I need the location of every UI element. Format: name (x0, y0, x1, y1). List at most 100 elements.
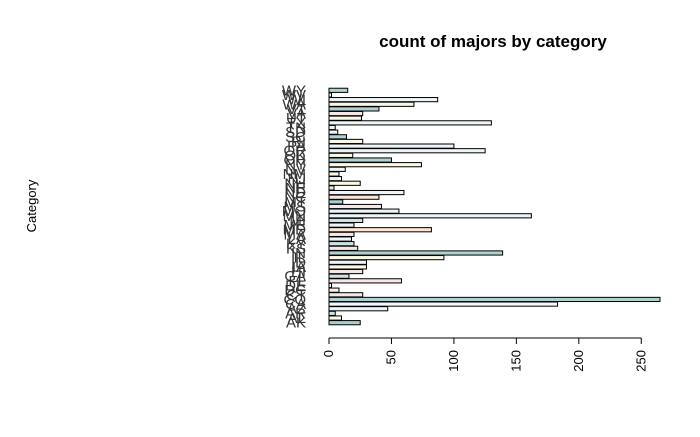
x-axis: 0 50 100 150 200 250 (321, 337, 648, 372)
bar-NC (328, 194, 380, 200)
bar-KS (328, 245, 359, 251)
bar-SD (328, 129, 339, 135)
category-label-AR: AR (285, 305, 306, 322)
x-tick-label: 0 (321, 350, 336, 357)
bar-NJ (328, 176, 342, 182)
bar-NV (328, 166, 346, 172)
bar-ID (328, 259, 367, 265)
bar-WV (328, 92, 332, 98)
bar-OH (328, 157, 392, 163)
category-label-NM: NM (283, 166, 306, 183)
category-label-MD: MD (283, 222, 306, 239)
category-label-SC: SC (285, 129, 306, 146)
bar-CA (328, 301, 559, 307)
category-label-VT: VT (287, 101, 306, 118)
bar-VA (328, 110, 364, 117)
category-label-ME: ME (284, 217, 307, 234)
bar-NE (328, 185, 335, 191)
bar-SC (328, 134, 347, 140)
bar-FL (328, 278, 402, 284)
bar-HI (328, 268, 364, 275)
bar-MN (328, 213, 532, 219)
bar-KY (328, 241, 355, 247)
category-label-HI: HI (291, 264, 306, 281)
x-tick-label: 200 (571, 350, 586, 372)
bar-TN (328, 124, 336, 131)
bar-CT (328, 292, 364, 298)
category-label-OR: OR (284, 143, 307, 160)
bar-OR (328, 148, 486, 154)
category-label-IL: IL (293, 250, 306, 267)
category-label-NE: NE (285, 180, 306, 197)
category-label-IN: IN (291, 245, 306, 262)
bar-MO (328, 208, 400, 214)
category-label-NY: NY (285, 157, 306, 174)
bar-GA (328, 273, 350, 279)
category-label-WI: WI (288, 92, 306, 109)
category-label-ID: ID (291, 254, 306, 271)
category-label-KS: KS (286, 240, 306, 257)
category-label-MT: MT (284, 194, 306, 211)
category-label-GA: GA (284, 268, 306, 285)
bar-PA (328, 143, 455, 149)
category-label-KY: KY (286, 236, 306, 253)
category-label-VA: VA (287, 106, 306, 123)
bars-group (328, 87, 661, 326)
category-label-WY: WY (282, 82, 306, 99)
category-label-MO: MO (282, 203, 306, 220)
category-label-SD: SD (285, 124, 306, 141)
category-label-AL: AL (288, 310, 306, 327)
bar-MI (328, 217, 364, 224)
bar-IN (328, 250, 504, 256)
category-label-CA: CA (285, 296, 306, 313)
bar-AR (328, 310, 336, 316)
bar-DC (328, 287, 340, 293)
x-tick-label: 50 (383, 350, 398, 364)
bar-TX (328, 120, 492, 126)
bar-AK (328, 320, 361, 326)
category-label-OK: OK (284, 147, 306, 164)
chart-title: count of majors by category (379, 32, 607, 51)
bar-VT (328, 106, 380, 112)
category-label-FL: FL (288, 273, 306, 290)
bar-IA (328, 264, 367, 270)
bar-MT (328, 199, 344, 205)
category-label-NH: NH (284, 175, 306, 192)
category-label-NV: NV (285, 161, 306, 178)
bar-LA (328, 236, 352, 242)
category-label-IA: IA (292, 259, 306, 276)
category-label-MS: MS (284, 199, 307, 216)
bar-MD (328, 227, 432, 233)
bar-WI (328, 97, 439, 103)
category-label-RI: RI (291, 133, 306, 150)
category-label-NC: NC (284, 189, 306, 206)
category-label-MN: MN (283, 208, 306, 225)
category-label-ND: ND (284, 185, 306, 202)
category-label-PA: PA (287, 138, 306, 155)
bar-NY (328, 162, 422, 168)
bar-DE (328, 282, 332, 289)
x-tick-label: 150 (508, 350, 523, 372)
category-label-DE: DE (285, 278, 306, 295)
bar-RI (328, 138, 364, 145)
bar-AZ (328, 306, 389, 312)
category-label-WA: WA (282, 96, 306, 113)
category-label-MI: MI (289, 212, 306, 229)
bar-UT (328, 115, 362, 121)
bar-MA (328, 231, 355, 237)
bar-MS (328, 203, 382, 210)
bar-NH (328, 180, 361, 186)
category-label-LA: LA (288, 231, 306, 248)
bar-WA (328, 101, 415, 107)
category-label-AZ: AZ (287, 301, 306, 318)
category-label-TX: TX (287, 115, 306, 132)
category-label-NJ: NJ (288, 171, 306, 188)
y-axis-label: Category (24, 179, 39, 232)
category-label-MA: MA (284, 226, 307, 243)
category-label-AK: AK (286, 315, 306, 332)
bar-AL (328, 315, 342, 321)
category-label-DC: DC (284, 282, 306, 299)
bar-WY (328, 87, 349, 93)
bar-OK (328, 152, 354, 158)
